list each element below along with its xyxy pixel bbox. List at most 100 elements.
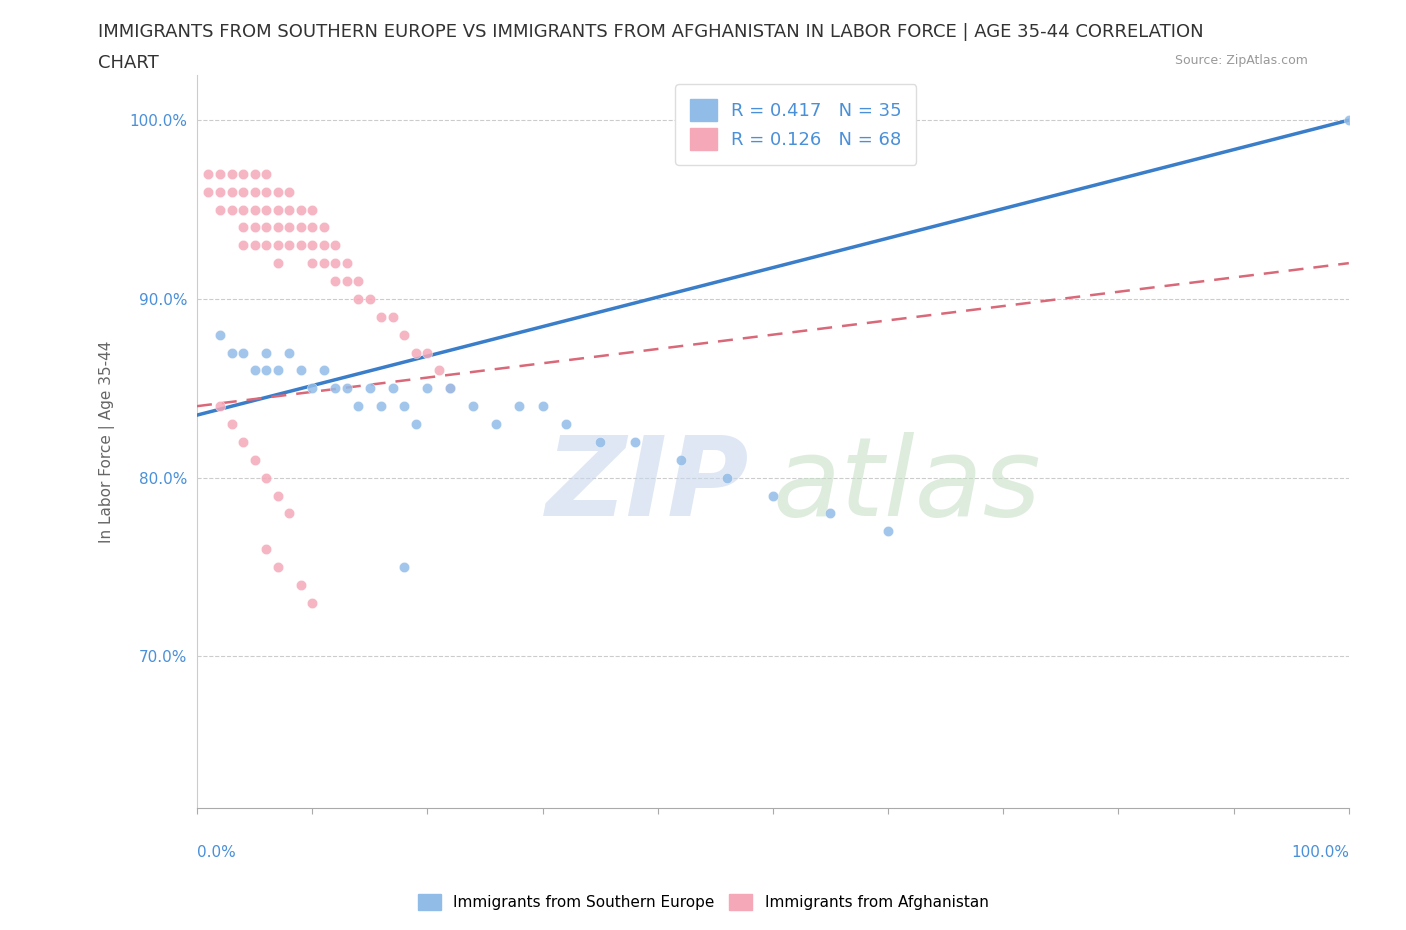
Point — [254, 238, 277, 253]
Legend: R = 0.417   N = 35, R = 0.126   N = 68: R = 0.417 N = 35, R = 0.126 N = 68 — [675, 85, 917, 165]
Point — [266, 363, 288, 378]
Point — [381, 310, 404, 325]
Point — [278, 184, 301, 199]
Point — [232, 238, 254, 253]
Point — [221, 202, 243, 217]
Point — [312, 363, 335, 378]
Point — [394, 560, 416, 575]
Point — [266, 220, 288, 235]
Text: 100.0%: 100.0% — [1291, 845, 1348, 860]
Point — [232, 202, 254, 217]
Point — [301, 256, 323, 271]
Point — [370, 310, 392, 325]
Point — [232, 345, 254, 360]
Point — [439, 381, 461, 396]
Point — [243, 184, 266, 199]
Point — [359, 381, 381, 396]
Point — [427, 363, 450, 378]
Point — [381, 381, 404, 396]
Point — [254, 184, 277, 199]
Point — [312, 220, 335, 235]
Point — [232, 220, 254, 235]
Text: CHART: CHART — [98, 54, 159, 72]
Point — [439, 381, 461, 396]
Point — [266, 202, 288, 217]
Point — [208, 399, 231, 414]
Point — [254, 542, 277, 557]
Point — [1337, 113, 1360, 127]
Point — [232, 184, 254, 199]
Point — [370, 399, 392, 414]
Point — [254, 220, 277, 235]
Point — [208, 202, 231, 217]
Point — [221, 184, 243, 199]
Point — [278, 238, 301, 253]
Point — [301, 381, 323, 396]
Point — [416, 381, 439, 396]
Point — [254, 363, 277, 378]
Point — [278, 220, 301, 235]
Point — [290, 202, 312, 217]
Point — [254, 166, 277, 181]
Text: 0.0%: 0.0% — [197, 845, 236, 860]
Point — [243, 220, 266, 235]
Point — [197, 184, 219, 199]
Legend: Immigrants from Southern Europe, Immigrants from Afghanistan: Immigrants from Southern Europe, Immigra… — [411, 886, 995, 918]
Point — [336, 256, 359, 271]
Text: Source: ZipAtlas.com: Source: ZipAtlas.com — [1174, 54, 1308, 67]
Point — [416, 345, 439, 360]
Point — [301, 595, 323, 610]
Point — [336, 381, 359, 396]
Point — [221, 345, 243, 360]
Point — [336, 273, 359, 288]
Point — [243, 166, 266, 181]
Point — [485, 417, 508, 432]
Point — [877, 524, 900, 538]
Text: atlas: atlas — [773, 432, 1042, 539]
Y-axis label: In Labor Force | Age 35-44: In Labor Force | Age 35-44 — [100, 340, 115, 543]
Point — [347, 399, 370, 414]
Point — [243, 238, 266, 253]
Point — [290, 363, 312, 378]
Point — [243, 363, 266, 378]
Point — [394, 327, 416, 342]
Point — [531, 399, 554, 414]
Point — [232, 166, 254, 181]
Point — [266, 256, 288, 271]
Point — [266, 560, 288, 575]
Point — [405, 417, 427, 432]
Point — [323, 256, 346, 271]
Point — [254, 345, 277, 360]
Point — [323, 381, 346, 396]
Point — [266, 184, 288, 199]
Point — [359, 291, 381, 306]
Point — [232, 434, 254, 449]
Point — [323, 273, 346, 288]
Point — [405, 345, 427, 360]
Point — [301, 238, 323, 253]
Text: ZIP: ZIP — [547, 432, 749, 539]
Point — [221, 166, 243, 181]
Point — [669, 452, 692, 467]
Point — [301, 202, 323, 217]
Point — [208, 327, 231, 342]
Point — [243, 452, 266, 467]
Point — [623, 434, 645, 449]
Point — [266, 488, 288, 503]
Point — [762, 488, 785, 503]
Point — [278, 345, 301, 360]
Point — [312, 238, 335, 253]
Point — [347, 273, 370, 288]
Point — [323, 238, 346, 253]
Point — [716, 471, 738, 485]
Point — [266, 238, 288, 253]
Point — [221, 417, 243, 432]
Point — [208, 184, 231, 199]
Point — [290, 578, 312, 592]
Point — [208, 166, 231, 181]
Point — [243, 202, 266, 217]
Point — [278, 506, 301, 521]
Point — [820, 506, 842, 521]
Point — [347, 291, 370, 306]
Point — [290, 238, 312, 253]
